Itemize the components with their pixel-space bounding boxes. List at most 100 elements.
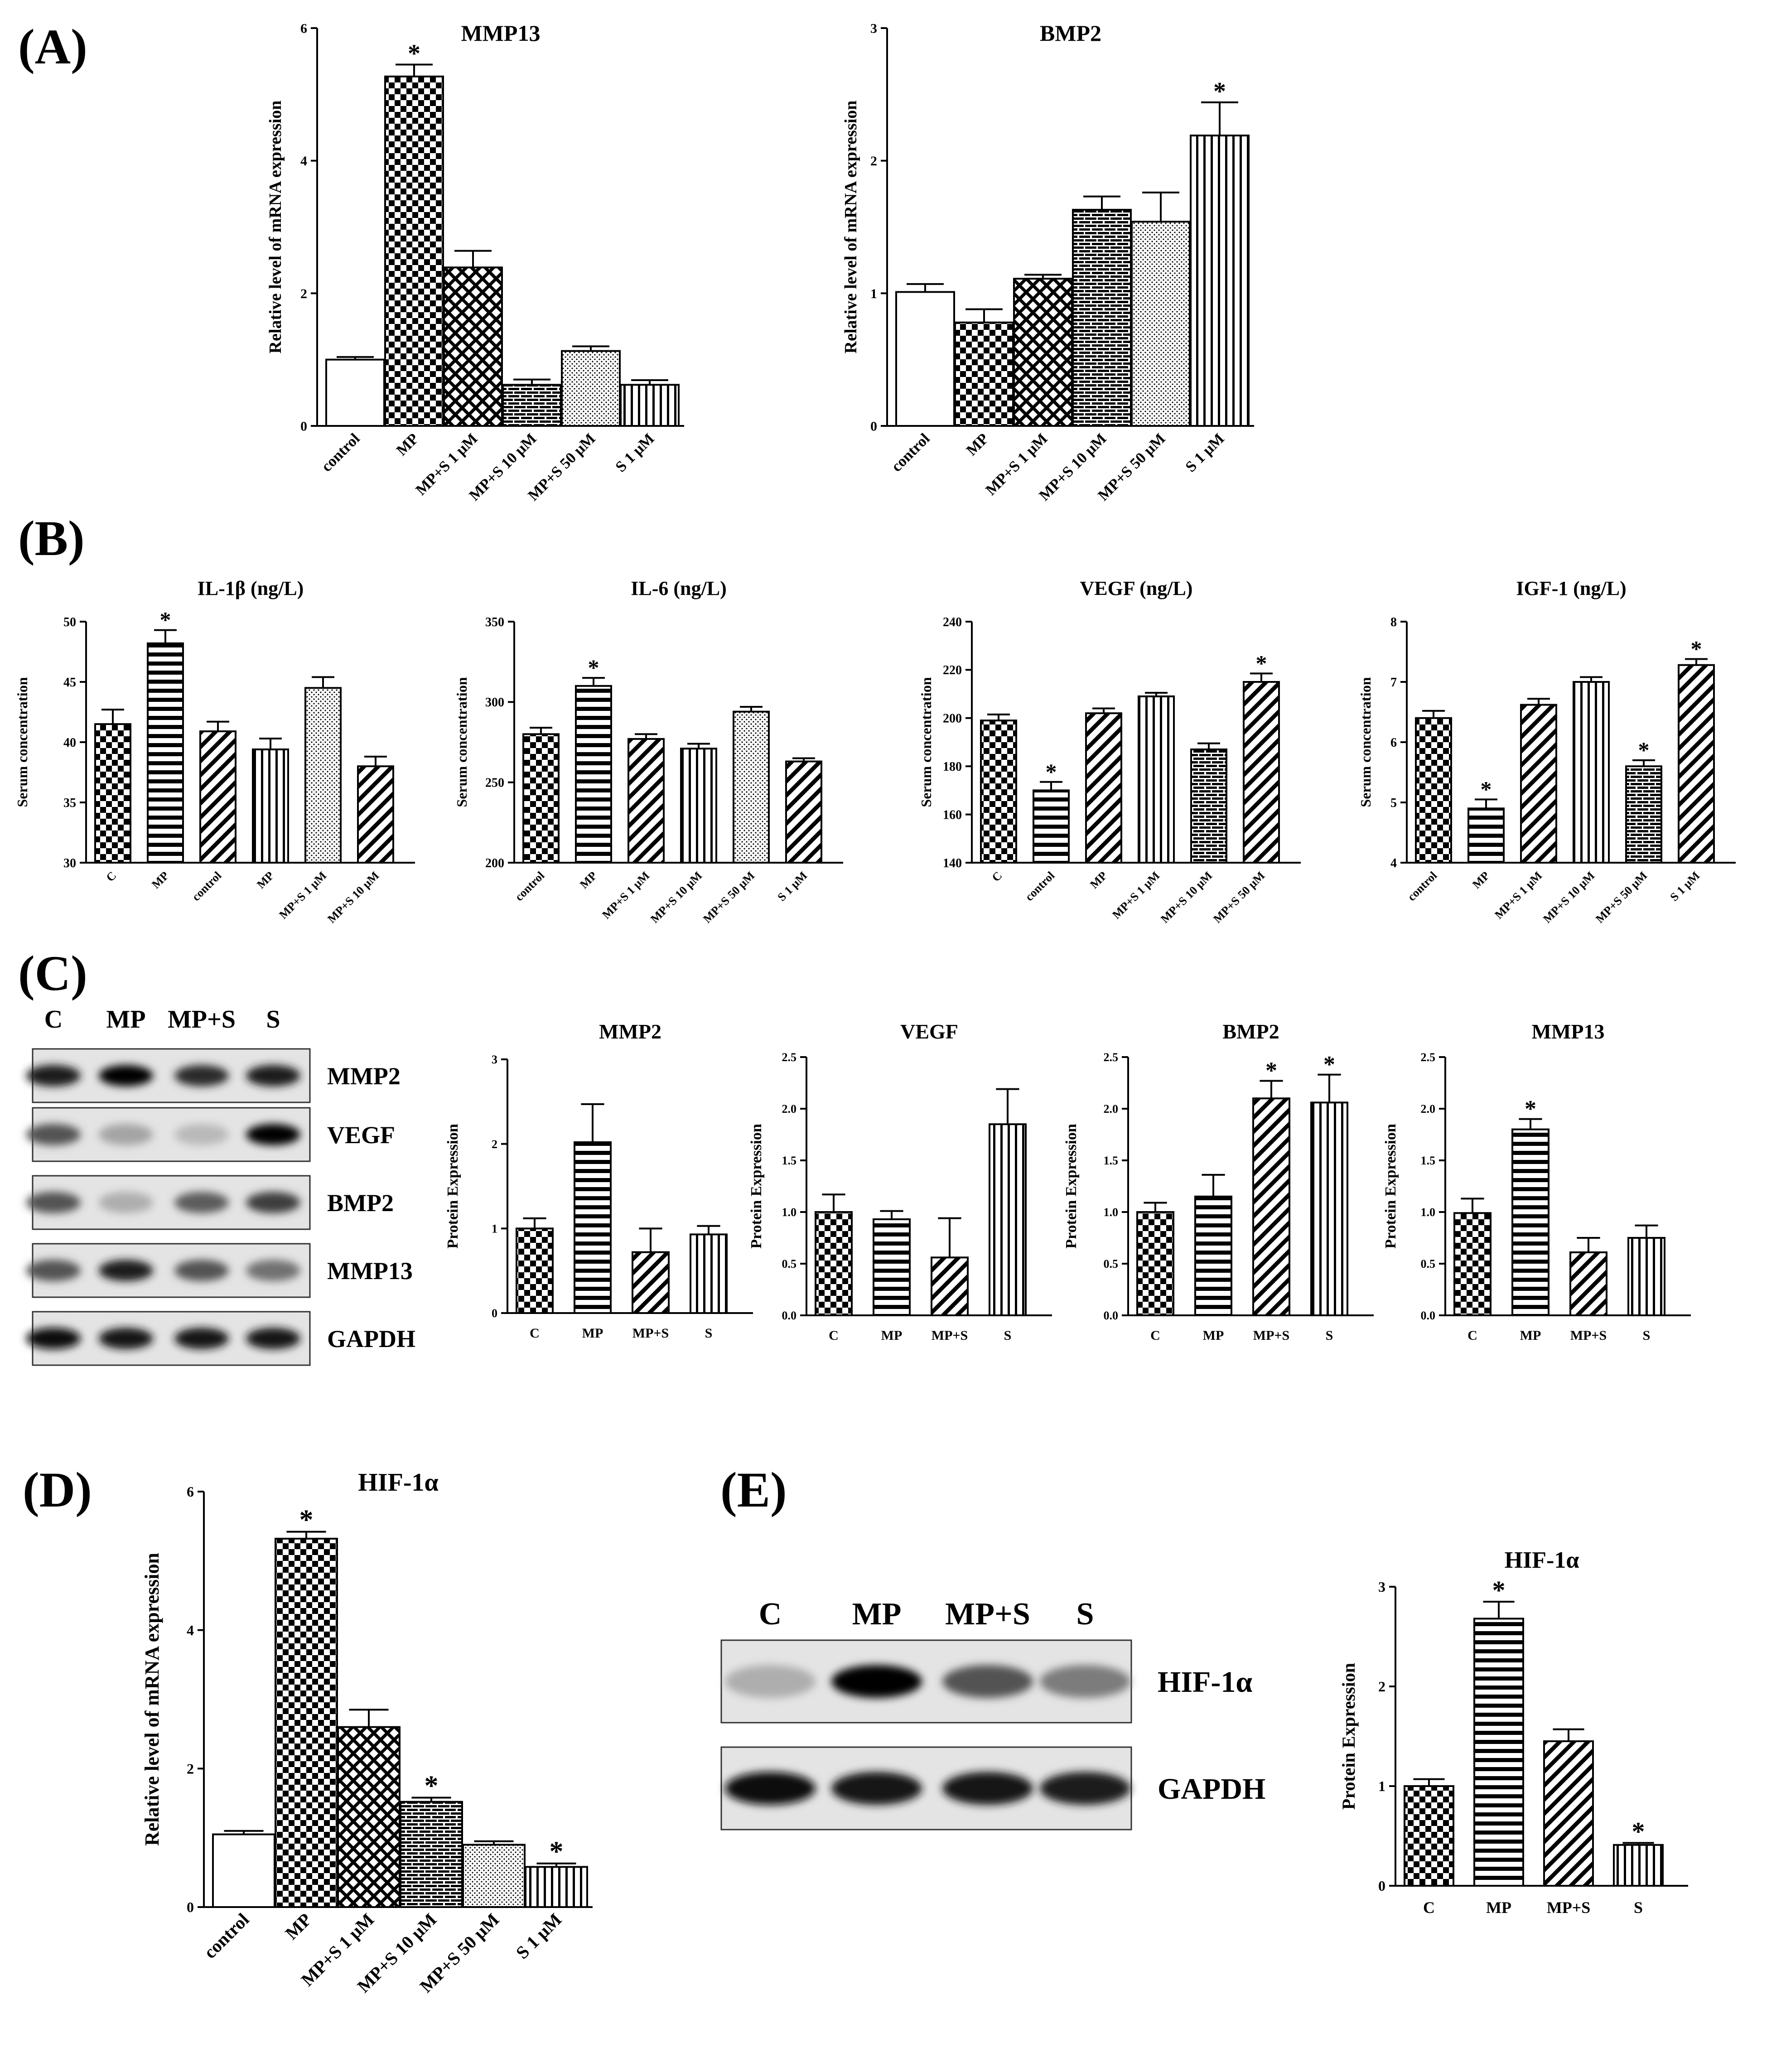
bar xyxy=(1190,748,1227,864)
y-tick-label: 0.0 xyxy=(782,1309,797,1322)
category-label: MP xyxy=(963,430,992,459)
y-tick-label: 2.5 xyxy=(1421,1051,1436,1064)
bar-group: * MP xyxy=(1473,1575,1524,1917)
category-label: S 1 μM xyxy=(613,430,658,475)
y-axis-label: Protein Expression xyxy=(1382,1124,1399,1249)
significance-marker: * xyxy=(1492,1575,1506,1605)
bar xyxy=(147,642,184,864)
chart-1: (A) 0 2 4 6 MMP13 Relative level of mRNA expre… xyxy=(18,19,684,504)
bar xyxy=(954,321,1014,427)
chart-title: IL-6 (ng/L) xyxy=(631,577,726,599)
chart-6: 4 5 6 7 8 IGF-1 (ng/L) Serum concentration cont… xyxy=(1357,577,1736,926)
chart-title: IL-1β (ng/L) xyxy=(198,577,304,599)
bar-group: MP xyxy=(1085,707,1122,891)
blot-row: GAPDH xyxy=(720,1746,1265,1831)
bar xyxy=(1194,1195,1232,1317)
y-tick-label: 0 xyxy=(870,419,877,434)
panel-label: (D) xyxy=(23,1462,92,1517)
category-label: control xyxy=(888,430,933,475)
blot-row: VEGF xyxy=(26,1107,395,1162)
category-label: MP xyxy=(1470,869,1492,891)
panel-label: (B) xyxy=(18,511,85,566)
category-label: MP xyxy=(881,1328,903,1343)
category-label: control xyxy=(1405,869,1439,903)
bar-group: * MP xyxy=(384,39,444,459)
significance-marker: * xyxy=(550,1836,564,1867)
y-tick-label: 0 xyxy=(492,1307,497,1320)
category-label: MP+S 1 μM xyxy=(599,869,652,922)
bar xyxy=(815,1211,853,1316)
bar xyxy=(1625,765,1662,864)
significance-marker: * xyxy=(1256,650,1267,676)
y-tick-label: 1.5 xyxy=(1421,1154,1436,1167)
chart-8: 0.0 0.5 1.0 1.5 2.0 2.5 VEGF Protein Expression… xyxy=(748,1020,1052,1343)
y-axis-label: Protein Expression xyxy=(1338,1663,1359,1810)
y-axis-label: Serum concentration xyxy=(1357,677,1374,807)
blot-row-label: HIF-1α xyxy=(1158,1666,1252,1699)
bar xyxy=(575,685,612,864)
bar xyxy=(1678,664,1715,864)
chart-11: (D) 0 2 4 6 HIF-1α Relative level of mRNA expr… xyxy=(23,1462,593,1996)
bar xyxy=(574,1141,612,1314)
blot-row: HIF-1α xyxy=(720,1639,1252,1724)
bar-group: control xyxy=(200,1830,275,1962)
y-tick-label: 0.5 xyxy=(1421,1257,1436,1270)
y-tick-label: 3 xyxy=(870,21,877,36)
category-label: MP+S 10 μM xyxy=(648,869,705,926)
y-tick-label: 1.5 xyxy=(782,1154,797,1167)
bar-group: * MP xyxy=(147,607,184,891)
y-tick-label: 0.5 xyxy=(1104,1257,1119,1270)
y-tick-label: 4 xyxy=(300,154,307,169)
bar-group: C xyxy=(94,709,131,884)
bar xyxy=(1415,717,1452,864)
y-tick-label: 0 xyxy=(300,419,307,434)
category-label: S 1 μM xyxy=(775,869,810,904)
chart-title: MMP2 xyxy=(599,1020,661,1043)
bar xyxy=(1138,695,1175,864)
y-tick-label: 0.5 xyxy=(782,1257,797,1270)
category-label: S 1 μM xyxy=(1667,869,1702,904)
chart-7: (C) 0 1 2 3 MMP2 Protein Expression C MP MP+S S xyxy=(18,946,753,1341)
blot-row: MMP2 xyxy=(26,1048,401,1103)
bar-group: S 1 μM xyxy=(775,757,822,904)
y-axis-label: Protein Expression xyxy=(748,1124,765,1249)
y-tick-label: 1.0 xyxy=(782,1206,797,1219)
y-axis-label: Serum concentration xyxy=(14,677,30,807)
y-tick-label: 3 xyxy=(492,1053,497,1066)
y-tick-label: 6 xyxy=(300,21,307,36)
category-label: C xyxy=(1150,1328,1160,1343)
significance-marker: * xyxy=(425,1771,439,1802)
y-tick-label: 0.0 xyxy=(1421,1309,1436,1322)
category-label: MP+S 50 μM xyxy=(1593,869,1650,926)
bar-group: MP xyxy=(574,1103,612,1341)
bar xyxy=(1072,208,1132,427)
category-label: C xyxy=(829,1328,839,1343)
blot-band xyxy=(174,1192,229,1213)
y-tick-label: 200 xyxy=(943,712,962,726)
category-label: C xyxy=(990,869,1005,884)
bar-group: MP+S xyxy=(632,1227,670,1341)
y-tick-label: 160 xyxy=(943,808,962,822)
category-label: S xyxy=(1326,1328,1333,1343)
significance-marker: * xyxy=(1632,1816,1645,1846)
blot-band xyxy=(26,1065,81,1087)
significance-marker: * xyxy=(1213,77,1226,106)
y-tick-label: 8 xyxy=(1390,615,1397,629)
category-label: MP xyxy=(1486,1898,1511,1917)
bar xyxy=(628,738,665,864)
category-label: MP xyxy=(577,869,599,891)
significance-marker: * xyxy=(1265,1058,1277,1083)
y-tick-label: 7 xyxy=(1390,676,1397,690)
category-label: MP xyxy=(254,869,276,891)
blot-row-label: GAPDH xyxy=(327,1325,415,1352)
bar xyxy=(1136,1211,1174,1316)
chart-3: (B) 30 35 40 45 50 IL-1β (ng/L) Serum concentra… xyxy=(14,511,415,926)
bar-group: C xyxy=(980,713,1017,884)
bar xyxy=(199,730,237,864)
category-label: S xyxy=(1643,1328,1651,1343)
chart-9: 0.0 0.5 1.0 1.5 2.0 2.5 BMP2 Protein Expression… xyxy=(1063,1020,1374,1343)
bar xyxy=(1252,1097,1290,1316)
blot-band xyxy=(246,1192,300,1213)
category-label: MP+S 10 μM xyxy=(1158,869,1215,926)
